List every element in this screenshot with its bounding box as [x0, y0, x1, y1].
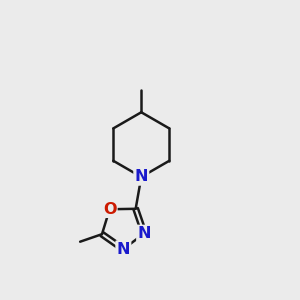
Text: N: N	[137, 226, 151, 241]
Text: N: N	[134, 169, 148, 184]
Text: N: N	[117, 242, 130, 256]
Text: O: O	[103, 202, 116, 217]
